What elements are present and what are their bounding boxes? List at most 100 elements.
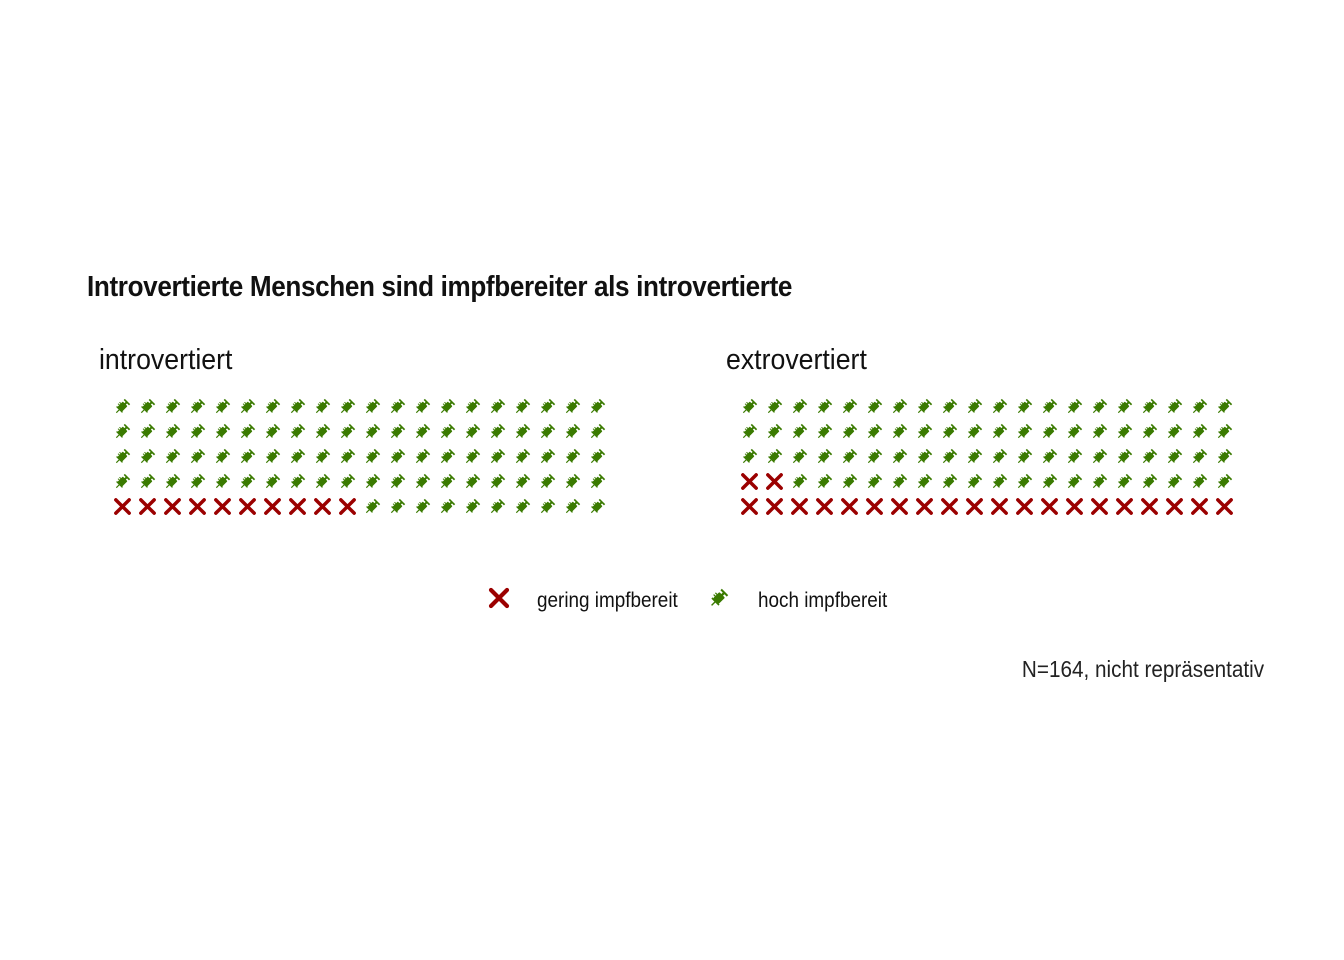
syringe-icon <box>1042 473 1058 489</box>
syringe-icon <box>892 448 908 464</box>
syringe-icon <box>390 473 406 489</box>
syringe-icon <box>792 448 808 464</box>
syringe-icon <box>440 498 456 514</box>
syringe-icon <box>165 398 181 414</box>
syringe-icon <box>867 423 883 439</box>
syringe-icon <box>1217 473 1233 489</box>
syringe-icon <box>942 423 958 439</box>
syringe-icon <box>390 398 406 414</box>
syringe-icon <box>917 473 933 489</box>
syringe-icon <box>215 473 231 489</box>
syringe-icon <box>1017 473 1033 489</box>
syringe-icon <box>365 398 381 414</box>
syringe-icon <box>240 448 256 464</box>
syringe-icon <box>490 473 506 489</box>
syringe-icon <box>892 423 908 439</box>
syringe-icon <box>942 448 958 464</box>
syringe-icon <box>1117 473 1133 489</box>
syringe-icon <box>465 398 481 414</box>
syringe-icon <box>942 398 958 414</box>
syringe-icon <box>415 448 431 464</box>
syringe-icon <box>1092 423 1108 439</box>
syringe-icon <box>540 423 556 439</box>
syringe-icon <box>1067 423 1083 439</box>
syringe-icon <box>515 423 531 439</box>
x-cross-icon <box>841 498 858 515</box>
syringe-icon <box>265 398 281 414</box>
syringe-icon <box>1142 423 1158 439</box>
syringe-icon <box>515 448 531 464</box>
syringe-icon <box>892 473 908 489</box>
syringe-icon <box>390 448 406 464</box>
legend: gering impfbereit hoch impfbereit <box>0 586 1344 616</box>
x-cross-icon <box>1141 498 1158 515</box>
syringe-icon <box>365 473 381 489</box>
syringe-icon <box>240 473 256 489</box>
legend-x-cross-icon <box>488 587 510 609</box>
syringe-icon <box>967 423 983 439</box>
x-cross-icon <box>139 498 156 515</box>
syringe-icon <box>590 423 606 439</box>
syringe-icon <box>565 498 581 514</box>
syringe-icon <box>465 423 481 439</box>
x-cross-icon <box>1216 498 1233 515</box>
x-cross-icon <box>1091 498 1108 515</box>
legend-label-hoch: hoch impfbereit <box>758 589 888 612</box>
syringe-icon <box>1117 398 1133 414</box>
syringe-icon <box>540 473 556 489</box>
syringe-icon <box>742 448 758 464</box>
x-cross-icon <box>1016 498 1033 515</box>
syringe-icon <box>315 473 331 489</box>
syringe-icon <box>590 473 606 489</box>
syringe-icon <box>490 398 506 414</box>
syringe-icon <box>792 473 808 489</box>
syringe-icon <box>565 448 581 464</box>
syringe-icon <box>515 498 531 514</box>
syringe-icon <box>917 398 933 414</box>
syringe-icon <box>967 398 983 414</box>
syringe-icon <box>515 398 531 414</box>
syringe-icon <box>440 423 456 439</box>
x-cross-icon <box>766 498 783 515</box>
syringe-icon <box>515 473 531 489</box>
syringe-icon <box>390 498 406 514</box>
syringe-icon <box>1042 423 1058 439</box>
syringe-icon <box>992 398 1008 414</box>
legend-label-gering: gering impfbereit <box>537 589 678 612</box>
syringe-icon <box>415 423 431 439</box>
syringe-icon <box>942 473 958 489</box>
waffle-grid-extrovertiert <box>741 398 1233 515</box>
syringe-icon <box>742 398 758 414</box>
syringe-icon <box>992 473 1008 489</box>
x-cross-icon <box>766 473 783 490</box>
x-cross-icon <box>289 498 306 515</box>
syringe-icon <box>115 398 131 414</box>
syringe-icon <box>1092 398 1108 414</box>
syringe-icon <box>1192 398 1208 414</box>
syringe-icon <box>1117 448 1133 464</box>
syringe-icon <box>465 498 481 514</box>
syringe-icon <box>540 448 556 464</box>
syringe-icon <box>1017 423 1033 439</box>
syringe-icon <box>190 448 206 464</box>
syringe-icon <box>817 448 833 464</box>
syringe-icon <box>490 448 506 464</box>
syringe-icon <box>842 423 858 439</box>
syringe-icon <box>465 473 481 489</box>
syringe-icon <box>1067 473 1083 489</box>
syringe-icon <box>315 448 331 464</box>
syringe-icon <box>867 398 883 414</box>
x-cross-icon <box>239 498 256 515</box>
syringe-icon <box>1192 448 1208 464</box>
syringe-icon <box>365 498 381 514</box>
syringe-icon <box>190 398 206 414</box>
syringe-icon <box>1167 448 1183 464</box>
syringe-icon <box>917 423 933 439</box>
syringe-icon <box>767 423 783 439</box>
syringe-icon <box>767 448 783 464</box>
x-cross-icon <box>114 498 131 515</box>
x-cross-icon <box>1191 498 1208 515</box>
syringe-icon <box>290 473 306 489</box>
syringe-icon <box>440 398 456 414</box>
syringe-icon <box>115 423 131 439</box>
